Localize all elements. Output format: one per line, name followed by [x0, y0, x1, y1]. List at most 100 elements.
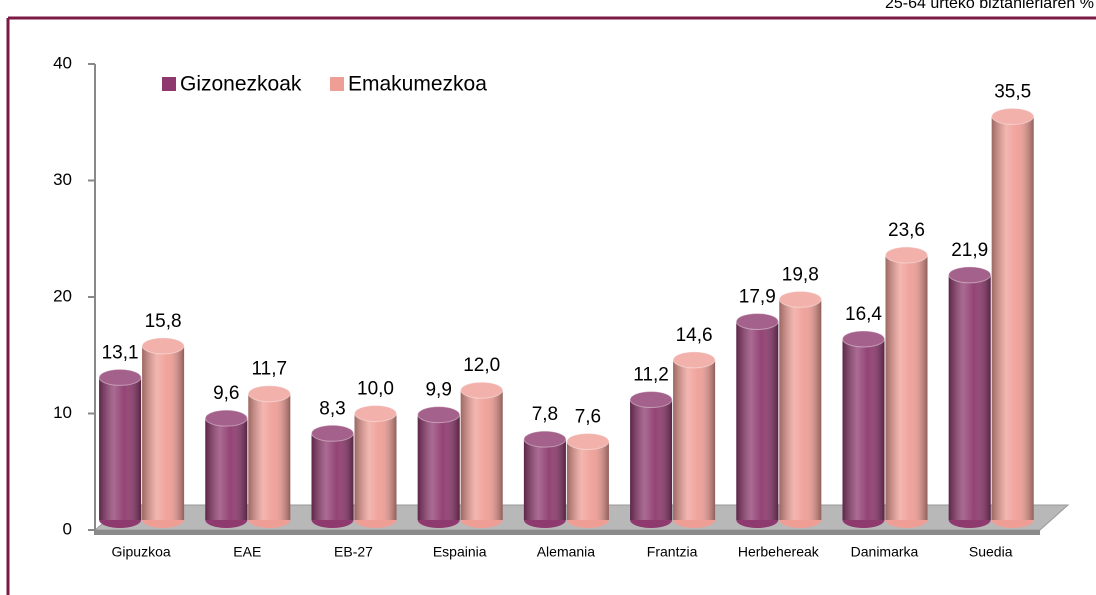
cylinder-shade — [779, 299, 822, 520]
cylinder-top-light — [630, 391, 673, 408]
cylinder-top-light — [948, 266, 991, 283]
cylinder — [735, 312, 779, 528]
cylinder — [629, 391, 673, 528]
value-label: 21,9 — [951, 240, 988, 261]
legend-swatch — [330, 77, 344, 91]
cylinder-top — [778, 290, 822, 308]
cylinder-top — [629, 391, 673, 409]
cylinder — [842, 330, 885, 528]
value-label: 11,2 — [633, 365, 669, 386]
cylinder-shade — [417, 414, 460, 520]
cylinder-top-light — [566, 433, 609, 450]
cylinder — [566, 432, 610, 528]
x-tick-label: Espainia — [433, 544, 487, 560]
cylinder-shade — [311, 433, 354, 520]
cylinder-top-light — [460, 382, 503, 399]
cylinder — [354, 405, 397, 528]
cylinder-shade — [736, 321, 779, 520]
cylinder-top — [735, 312, 779, 330]
cylinder — [672, 351, 716, 528]
cylinder — [247, 385, 291, 528]
cylinder — [885, 246, 928, 528]
cylinder-top-light — [779, 291, 822, 308]
cylinder — [523, 430, 567, 528]
y-tick-label: 10 — [53, 403, 72, 422]
cylinder-top — [991, 107, 1035, 125]
cylinder-shade — [673, 359, 716, 520]
value-label: 9,9 — [425, 380, 451, 401]
cylinder-top — [842, 330, 885, 348]
cylinder-top — [354, 405, 397, 422]
cylinder-shade — [948, 274, 991, 520]
cylinder-top — [885, 246, 928, 264]
cylinder-shade — [205, 418, 248, 520]
cylinder-top — [460, 381, 504, 399]
cylinder-top — [247, 385, 291, 403]
cylinder-top-light — [673, 351, 716, 368]
cylinder-shade — [248, 393, 291, 520]
cylinder-shade — [523, 439, 566, 520]
x-tick-label: Suedia — [969, 544, 1013, 560]
y-tick-label: 20 — [53, 286, 72, 305]
cylinder-top — [523, 430, 567, 448]
cylinder — [778, 290, 822, 528]
cylinder-top — [566, 432, 610, 450]
cylinder-shade — [885, 255, 928, 520]
value-label: 19,8 — [782, 264, 819, 285]
value-label: 8,3 — [319, 398, 345, 419]
cylinder — [417, 406, 461, 528]
y-tick-label: 40 — [53, 53, 72, 72]
legend-label: Emakumezkoa — [348, 73, 487, 96]
cylinder-top-light — [842, 330, 885, 347]
cylinder — [98, 368, 142, 528]
cylinder-top — [948, 266, 992, 284]
x-tick-label: Frantzia — [647, 544, 698, 560]
legend-swatch — [162, 77, 176, 91]
value-label: 16,4 — [845, 304, 882, 325]
cylinder-top — [311, 424, 354, 442]
cylinder — [460, 381, 504, 528]
x-tick-label: Danimarka — [851, 544, 919, 560]
value-label: 13,1 — [102, 342, 139, 363]
cylinder-top-light — [736, 313, 779, 330]
value-label: 14,6 — [676, 325, 713, 346]
x-tick-label: Alemania — [537, 544, 596, 560]
cylinder — [141, 337, 185, 528]
floor-edge — [95, 530, 1040, 535]
cylinder-top-light — [354, 405, 397, 422]
cylinder-shade — [630, 399, 673, 520]
cylinder-top-light — [991, 108, 1034, 125]
cylinder-top-light — [311, 425, 354, 442]
cylinder — [311, 424, 354, 528]
cylinder-top — [141, 337, 185, 355]
cylinder-shade — [354, 413, 397, 520]
cylinder-top — [672, 351, 716, 369]
value-label: 23,6 — [888, 220, 925, 241]
cylinder — [204, 409, 248, 528]
value-label: 15,8 — [145, 311, 182, 332]
cylinder-shade — [460, 390, 503, 520]
x-tick-label: EAE — [233, 544, 261, 560]
cylinder — [991, 107, 1035, 528]
value-label: 7,6 — [575, 406, 601, 427]
cylinder-top-light — [205, 410, 248, 427]
value-label: 10,0 — [357, 379, 394, 400]
legend-label: Gizonezkoak — [180, 73, 302, 96]
y-tick-label: 30 — [53, 170, 72, 189]
cylinder — [948, 266, 992, 528]
cylinder-top — [204, 409, 248, 427]
cylinder-top-light — [417, 406, 460, 423]
value-label: 11,7 — [252, 359, 288, 380]
subtitle: 25-64 urteko biztanleriaren % — [885, 0, 1094, 12]
cylinder-top-light — [248, 385, 291, 402]
cylinder-top-light — [885, 247, 928, 264]
cylinder-top — [98, 368, 142, 386]
cylinder-top — [417, 406, 461, 424]
value-label: 12,0 — [463, 355, 500, 376]
cylinder-shade — [142, 345, 185, 520]
x-tick-label: EB-27 — [334, 544, 373, 560]
cylinder-shade — [842, 338, 885, 520]
cylinder-top-light — [142, 337, 185, 354]
value-label: 9,6 — [213, 383, 239, 404]
